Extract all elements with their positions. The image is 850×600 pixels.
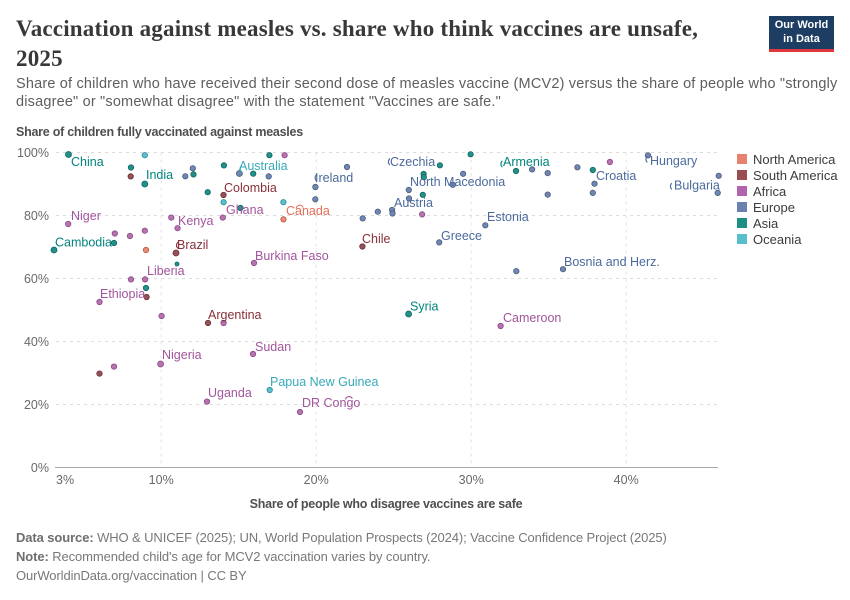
svg-text:Armenia: Armenia — [503, 155, 550, 169]
svg-text:Nigeria: Nigeria — [162, 348, 202, 362]
svg-text:Estonia: Estonia — [487, 210, 529, 224]
svg-text:North Macedonia: North Macedonia — [410, 175, 505, 189]
svg-text:Papua New Guinea: Papua New Guinea — [270, 375, 378, 389]
svg-text:Australia: Australia — [239, 159, 288, 173]
svg-text:20%: 20% — [24, 398, 49, 412]
svg-text:China: China — [71, 155, 104, 169]
svg-text:Liberia: Liberia — [147, 264, 185, 278]
svg-text:Asia: Asia — [753, 216, 779, 231]
svg-text:20%: 20% — [304, 473, 329, 487]
svg-text:India: India — [146, 168, 173, 182]
svg-text:Ghana: Ghana — [226, 203, 264, 217]
svg-text:Bosnia and Herz.: Bosnia and Herz. — [564, 255, 660, 269]
svg-text:Share of people who disagree v: Share of people who disagree vaccines ar… — [250, 497, 523, 511]
svg-text:Bulgaria: Bulgaria — [674, 179, 720, 193]
svg-text:Burkina Faso: Burkina Faso — [255, 249, 329, 263]
svg-text:Kenya: Kenya — [178, 214, 213, 228]
svg-text:Argentina: Argentina — [208, 308, 262, 322]
svg-text:Ethiopia: Ethiopia — [100, 287, 145, 301]
svg-text:Canada: Canada — [286, 204, 330, 218]
svg-text:Oceania: Oceania — [753, 232, 802, 247]
svg-text:100%: 100% — [17, 146, 49, 160]
svg-text:Ireland: Ireland — [315, 171, 353, 185]
svg-text:Niger: Niger — [71, 209, 101, 223]
svg-text:Europe: Europe — [753, 200, 795, 215]
svg-text:30%: 30% — [459, 473, 484, 487]
svg-text:North America: North America — [753, 152, 836, 167]
svg-text:Sudan: Sudan — [255, 340, 291, 354]
svg-text:Chile: Chile — [362, 232, 391, 246]
svg-text:Uganda: Uganda — [208, 386, 252, 400]
svg-text:Colombia: Colombia — [224, 181, 277, 195]
svg-text:Czechia: Czechia — [390, 155, 435, 169]
svg-text:Brazil: Brazil — [177, 238, 208, 252]
svg-text:10%: 10% — [149, 473, 174, 487]
svg-text:Hungary: Hungary — [650, 154, 698, 168]
svg-text:Cameroon: Cameroon — [503, 311, 561, 325]
svg-text:Greece: Greece — [441, 229, 482, 243]
svg-text:40%: 40% — [614, 473, 639, 487]
svg-text:Croatia: Croatia — [596, 169, 636, 183]
svg-text:3%: 3% — [56, 473, 74, 487]
svg-text:0%: 0% — [31, 461, 49, 475]
svg-text:40%: 40% — [24, 335, 49, 349]
svg-text:Austria: Austria — [394, 196, 433, 210]
svg-text:Cambodia: Cambodia — [55, 236, 112, 250]
svg-text:60%: 60% — [24, 272, 49, 286]
svg-text:80%: 80% — [24, 209, 49, 223]
svg-text:South America: South America — [753, 168, 838, 183]
svg-text:Syria: Syria — [410, 300, 439, 314]
svg-text:Africa: Africa — [753, 184, 787, 199]
